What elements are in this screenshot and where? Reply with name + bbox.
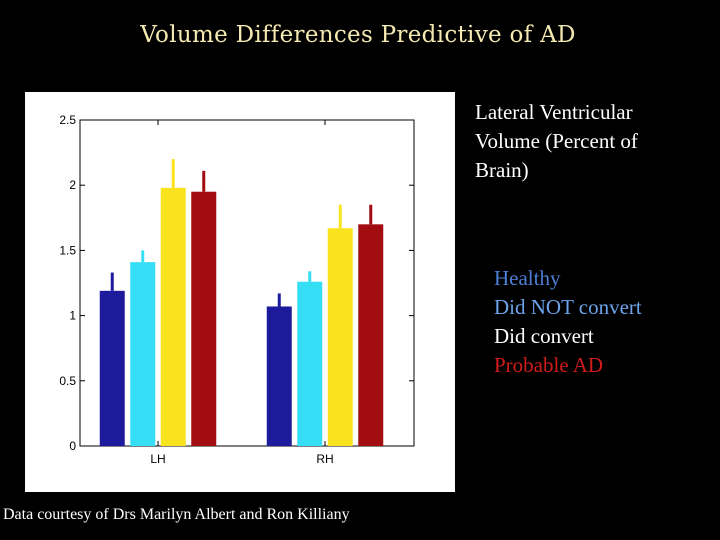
legend-item-healthy: Healthy [494,266,561,290]
x-tick-label: RH [316,452,333,466]
bar [327,228,353,446]
chart-description-line-1: Lateral Ventricular [475,100,633,124]
bar [99,290,125,446]
legend-item-did-convert: Did convert [494,324,594,348]
legend: Healthy Did NOT convert Did convert Prob… [494,264,642,380]
bar [191,191,217,446]
bar [130,262,156,446]
y-tick-label: 1 [69,309,76,323]
bar [160,187,186,447]
legend-item-did-not-convert: Did NOT convert [494,295,642,319]
y-tick-label: 2.5 [59,113,76,127]
bar [358,224,384,446]
y-tick-label: 0.5 [59,374,76,388]
bar-chart-panel: 0 0.5 1 1.5 2 2.5 LH RH [25,92,455,492]
slide-title: Volume Differences Predictive of AD [140,22,576,48]
plot-area-frame [79,119,415,447]
chart-description-line-2: Volume (Percent of [475,129,638,153]
y-tick-label: 1.5 [59,243,76,257]
y-tick-label: 0 [69,439,76,453]
bar [266,306,292,446]
bar-chart: 0 0.5 1 1.5 2 2.5 LH RH [59,113,415,466]
y-tick-label: 2 [69,178,76,192]
legend-item-probable-ad: Probable AD [494,353,604,377]
bar [297,281,323,446]
chart-description: Lateral Ventricular Volume (Percent of B… [475,98,638,185]
data-credit: Data courtesy of Drs Marilyn Albert and … [3,506,350,523]
x-tick-label: LH [150,452,165,466]
chart-description-line-3: Brain) [475,158,529,182]
